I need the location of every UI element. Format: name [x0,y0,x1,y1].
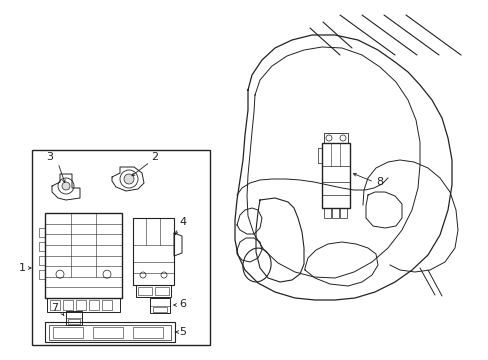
Bar [324,133,347,143]
Bar [66,311,82,325]
Bar [321,143,349,208]
Bar [155,287,169,295]
Bar [93,327,123,338]
Text: 7: 7 [51,303,59,313]
Bar [53,327,83,338]
Bar [138,287,152,295]
Bar [133,327,163,338]
Bar [63,300,73,310]
Bar [45,322,175,342]
Text: 6: 6 [179,299,186,309]
Text: 2: 2 [151,152,158,162]
Bar [136,285,171,297]
Bar [102,300,112,310]
Bar [49,325,171,340]
Bar [45,213,122,298]
Bar [68,319,80,324]
Text: 4: 4 [179,217,186,227]
Bar [39,270,45,279]
Bar [133,218,174,285]
Circle shape [124,174,134,184]
Bar [324,208,330,218]
Bar [331,208,338,218]
Text: 5: 5 [179,327,186,337]
Bar [39,228,45,237]
Bar [32,150,209,345]
Bar [47,298,120,312]
Text: 8: 8 [376,177,383,187]
Bar [150,298,170,313]
Circle shape [62,182,70,190]
Bar [153,307,167,312]
Bar [89,300,99,310]
Text: 3: 3 [46,152,53,162]
Bar [39,242,45,251]
Text: 1: 1 [19,263,25,273]
Bar [339,208,346,218]
Bar [50,300,60,310]
Bar [39,256,45,265]
Bar [76,300,86,310]
